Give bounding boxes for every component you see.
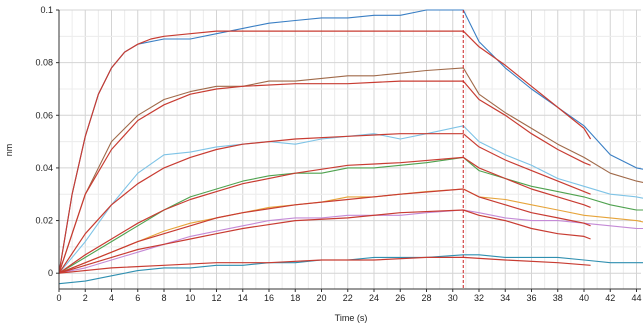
fit-curve-2 [462,30,592,140]
fit-curve-5 [58,133,464,274]
fit-curve-10 [463,188,591,227]
y-tick-label: 0.1 [40,5,53,15]
fit-curve-3 [58,80,464,274]
x-tick-label: 30 [448,293,458,303]
y-tick-label: 0.02 [35,216,53,226]
fit-curves [58,30,592,274]
observed-series-3 [58,125,643,274]
fit-curve-14 [463,256,591,266]
x-tick-label: 42 [605,293,615,303]
x-tick-label: 22 [343,293,353,303]
x-tick-label: 16 [264,293,274,303]
x-tick-label: 18 [290,293,300,303]
fit-curve-1 [58,30,464,274]
axes: 00.020.040.060.080.10 2 4 6 8 10 12 14 16 18 20 22 2… [35,5,641,303]
x-tick-label: 26 [395,293,405,303]
fit-curve-11 [58,209,464,274]
x-tick-label: 4 [109,293,114,303]
x-tick-label: 20 [316,293,326,303]
y-tick-label: 0.06 [35,110,53,120]
y-tick-label: 0.08 [35,58,53,68]
fit-curve-12 [463,209,591,240]
fit-curve-4 [462,80,591,166]
x-tick-label: 34 [500,293,510,303]
x-tick-label: 32 [474,293,484,303]
x-tick-label: 44 [631,293,641,303]
x-tick-label: 14 [238,293,248,303]
x-tick-label: 36 [526,293,536,303]
x-tick-label: 40 [579,293,589,303]
x-tick-label: 24 [369,293,379,303]
grid [58,9,641,289]
fit-curve-8 [462,156,591,208]
y-tick-label: 0 [48,268,53,278]
x-tick-label: 38 [553,293,563,303]
x-tick-label: 28 [421,293,431,303]
fit-curve-9 [58,188,464,274]
y-tick-label: 0.04 [35,163,53,173]
x-tick-label: 12 [211,293,221,303]
y-axis-title: nm [4,144,14,157]
x-tick-label: 2 [83,293,88,303]
fit-curve-13 [58,256,464,274]
fit-curve-7 [58,156,464,274]
x-axis-title: Time (s) [335,313,368,323]
x-tick-label: 6 [135,293,140,303]
observed-series-7 [58,254,643,285]
observed-series-2 [58,67,643,274]
x-tick-label: 10 [185,293,195,303]
x-tick-label: 8 [161,293,166,303]
observed-series-5 [58,188,643,274]
x-tick-label: 0 [56,293,61,303]
fit-curve-6 [462,133,591,195]
